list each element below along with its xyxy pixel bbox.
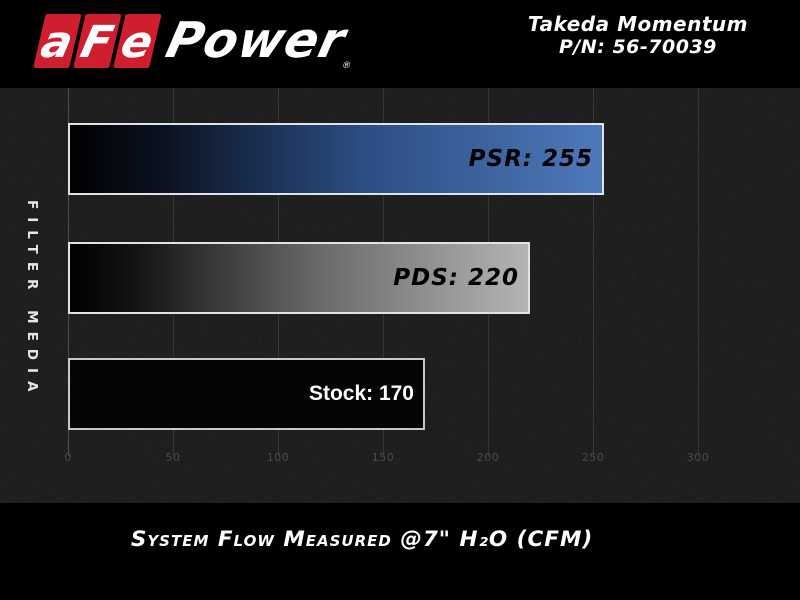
bar-label-pds: PDS: 220	[393, 265, 519, 291]
afe-power-logo: a F e Power ®	[22, 9, 375, 73]
bar-label-psr: PSR: 255	[468, 146, 593, 172]
product-name: Takeda Momentum	[527, 12, 748, 36]
gridline-300	[698, 88, 699, 456]
gridline-250	[593, 88, 594, 456]
bar-stock: Stock: 170	[68, 358, 425, 430]
plot-area: FILTER MEDIA 0 50 100 150 200 250 300 PSR: 255 P…	[0, 88, 800, 503]
logo-letter-a: a	[36, 17, 78, 68]
x-tick-100: 100	[266, 451, 290, 464]
logo-power-word: Power	[160, 12, 352, 69]
bar-psr: PSR: 255	[68, 123, 604, 195]
logo-letter-f: F	[76, 17, 118, 68]
x-tick-0: 0	[64, 451, 72, 464]
x-tick-300: 300	[686, 451, 710, 464]
header: a F e Power ® Takeda Momentum P/N: 56-70…	[0, 0, 800, 88]
y-axis-label: FILTER MEDIA	[24, 200, 40, 400]
logo-red-block-e: e	[113, 14, 162, 68]
x-tick-50: 50	[165, 451, 181, 464]
x-tick-200: 200	[476, 451, 500, 464]
product-info: Takeda Momentum P/N: 56-70039	[528, 12, 748, 59]
bar-pds: PDS: 220	[68, 242, 530, 314]
x-axis-caption: System Flow Measured @7" H₂O (CFM)	[130, 527, 594, 552]
part-number: P/N: 56-70039	[558, 36, 717, 58]
bar-label-stock: Stock: 170	[308, 382, 414, 405]
x-tick-150: 150	[371, 451, 395, 464]
x-tick-250: 250	[581, 451, 605, 464]
footer: System Flow Measured @7" H₂O (CFM)	[0, 503, 800, 600]
logo-letter-e: e	[116, 17, 158, 68]
registered-trademark-icon: ®	[340, 61, 353, 71]
